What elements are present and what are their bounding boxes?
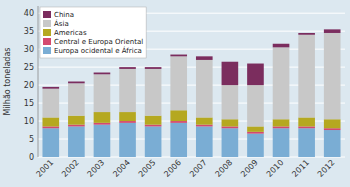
bar-segment <box>196 56 213 60</box>
bar-segment <box>247 134 264 157</box>
bar-segment <box>119 112 136 121</box>
bar-segment <box>145 126 162 157</box>
bar-segment <box>247 64 264 86</box>
bar-segment <box>68 125 85 127</box>
bar-segment <box>68 126 85 157</box>
y-tick-label: 5 <box>29 135 34 144</box>
bar-segment <box>298 35 315 118</box>
bar-segment <box>145 125 162 127</box>
y-tick-label: 20 <box>24 81 34 90</box>
bar-segment <box>196 126 213 157</box>
bar-segment <box>196 60 213 118</box>
bar-segment <box>298 126 315 128</box>
bar-segment <box>94 74 111 112</box>
bar-segment <box>145 67 162 69</box>
bar-segment <box>298 117 315 126</box>
legend-swatch <box>43 38 51 45</box>
chart: 0 5 10 15 20 25 30 35 40 200120022003200420052006… <box>0 0 350 187</box>
bar-segment <box>94 123 111 125</box>
y-tick-label: 15 <box>24 99 34 108</box>
bar-segment <box>324 33 341 119</box>
bar-segment <box>298 128 315 157</box>
bar-segment <box>94 125 111 157</box>
bar-segment <box>324 130 341 157</box>
bar-segment <box>222 128 239 157</box>
y-tick-label: 25 <box>24 63 34 72</box>
bar-segment <box>273 119 290 126</box>
bar-segment <box>196 117 213 124</box>
bar-segment <box>324 29 341 33</box>
legend-swatch <box>43 47 51 54</box>
bar-segment <box>68 82 85 84</box>
bar-segment <box>119 69 136 112</box>
bar-segment <box>145 69 162 116</box>
bar-segment <box>42 87 59 89</box>
x-tick-label: 2012 <box>316 158 337 179</box>
bar-segment <box>222 126 239 128</box>
bar-segment <box>222 119 239 126</box>
bar-segment <box>196 125 213 127</box>
x-tick-label: 2009 <box>239 158 260 179</box>
legend-label: Ásia <box>54 19 69 28</box>
x-tick-label: 2010 <box>265 158 286 179</box>
bar-segment <box>42 126 59 128</box>
x-tick-label: 2007 <box>188 158 209 179</box>
bar-segment <box>170 56 187 110</box>
x-tick-label: 2005 <box>137 158 158 179</box>
legend-label: China <box>54 11 74 19</box>
y-tick-label: 0 <box>29 153 34 162</box>
bar-segment <box>170 55 187 57</box>
bar-segment <box>68 116 85 125</box>
bar-segment <box>145 116 162 125</box>
bar-segment <box>273 44 290 48</box>
bar-segment <box>222 85 239 119</box>
x-tick-label: 2003 <box>86 158 107 179</box>
bar-segment <box>273 128 290 157</box>
bar-segment <box>42 89 59 118</box>
bar-segment <box>94 112 111 123</box>
bar-segment <box>170 121 187 123</box>
legend-swatch <box>43 20 51 27</box>
y-axis-line <box>38 6 39 157</box>
bar-segment <box>247 132 264 134</box>
x-tick-label: 2008 <box>214 158 235 179</box>
x-tick-label: 2001 <box>34 158 55 179</box>
legend-swatch <box>43 11 51 18</box>
background <box>0 0 350 187</box>
y-axis-label: Milhão toneladas <box>3 47 12 115</box>
x-tick-label: 2006 <box>162 158 183 179</box>
bar-segment <box>298 33 315 35</box>
legend-label: Central e Europa Oriental <box>54 38 143 46</box>
bar-segment <box>119 67 136 69</box>
x-tick-label: 2002 <box>60 158 81 179</box>
bars <box>42 29 340 157</box>
bar-segment <box>42 128 59 157</box>
legend-label: Europa ocidental e África <box>54 46 142 55</box>
bar-segment <box>68 83 85 115</box>
legend-frame <box>40 7 146 58</box>
bar-segment <box>170 123 187 157</box>
grid <box>38 13 345 157</box>
legend-swatch <box>43 29 51 36</box>
bar-segment <box>273 47 290 119</box>
bar-segment <box>119 121 136 123</box>
legend: ChinaÁsiaAmericasCentral e Europa Orient… <box>40 7 146 58</box>
y-tick-label: 30 <box>24 45 34 54</box>
legend-label: Americas <box>54 29 87 37</box>
y-tick-label: 40 <box>24 9 34 18</box>
x-tick-label: 2011 <box>290 158 311 179</box>
x-tick-label: 2004 <box>111 158 132 179</box>
bar-segment <box>170 110 187 121</box>
y-tick-label: 10 <box>24 117 34 126</box>
y-tick-label: 35 <box>24 27 34 36</box>
bar-segment <box>324 119 341 128</box>
bar-segment <box>324 128 341 130</box>
bar-segment <box>273 126 290 128</box>
bar-segment <box>222 62 239 85</box>
bar-segment <box>42 117 59 126</box>
bar-segment <box>119 123 136 157</box>
bar-segment <box>247 85 264 126</box>
bar-segment <box>94 73 111 75</box>
bar-segment <box>247 126 264 131</box>
